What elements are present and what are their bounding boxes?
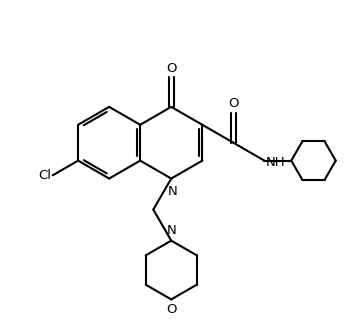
Text: Cl: Cl [38, 169, 51, 182]
Text: O: O [228, 97, 238, 111]
Text: N: N [166, 224, 176, 237]
Text: N: N [168, 185, 178, 198]
Text: O: O [166, 62, 177, 75]
Text: O: O [166, 303, 177, 316]
Text: NH: NH [266, 156, 286, 169]
